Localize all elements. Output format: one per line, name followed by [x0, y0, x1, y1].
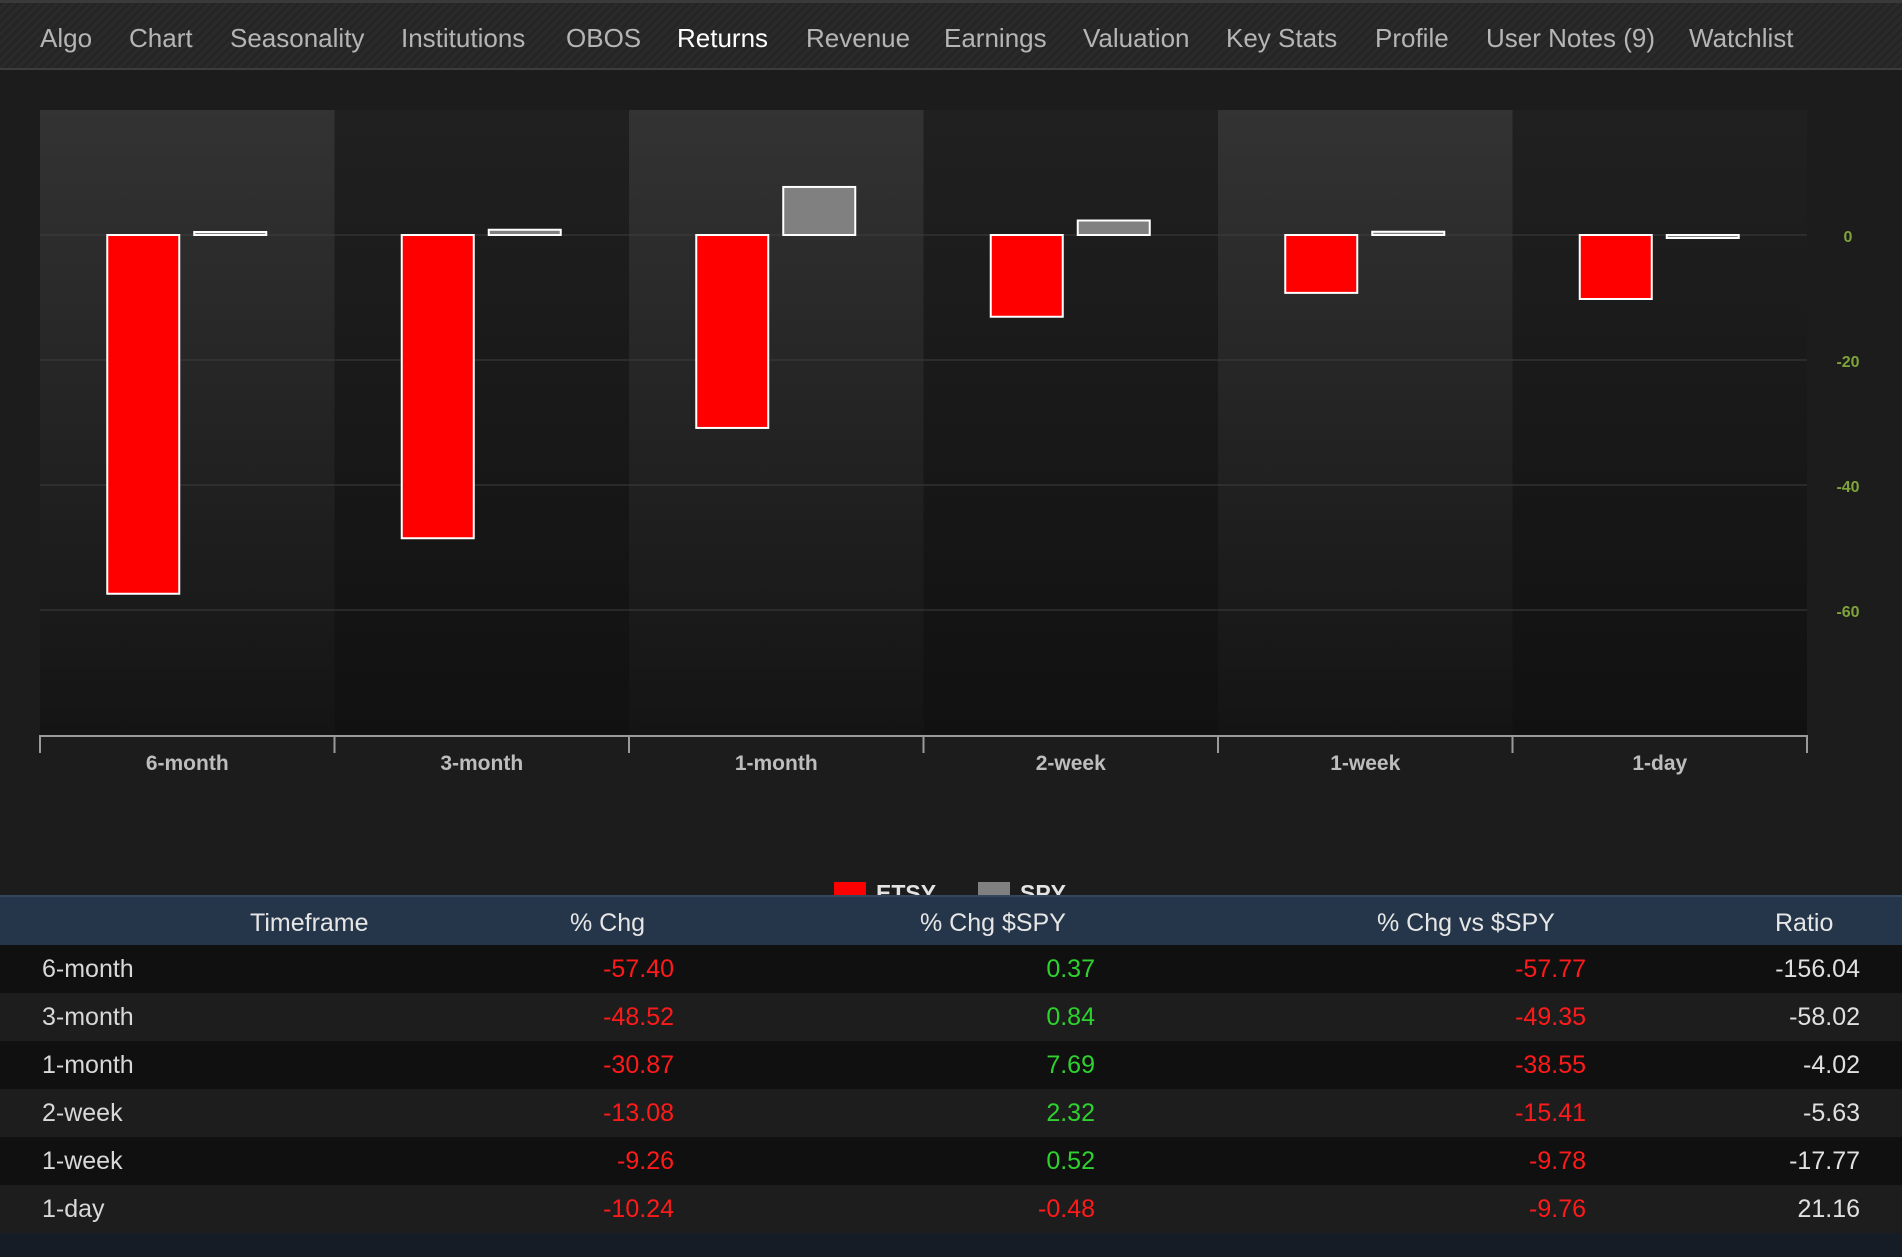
plot-band: [40, 110, 335, 735]
header-ratio[interactable]: Ratio: [1775, 909, 1834, 937]
cell-timeframe: 3-month: [42, 1003, 134, 1031]
bar-spy-1-month[interactable]: [782, 185, 857, 236]
cell-ratio: 21.16: [1797, 1195, 1860, 1223]
cell-chg-spy: -0.48: [1038, 1195, 1095, 1223]
cell-timeframe: 1-month: [42, 1051, 134, 1079]
cell-chg-vs-spy: -9.76: [1529, 1195, 1586, 1223]
cell-timeframe: 2-week: [42, 1099, 123, 1127]
cell-chg-spy: 0.84: [1046, 1003, 1095, 1031]
x-tick-label: 3-month: [440, 752, 523, 775]
nav-item-earnings[interactable]: Earnings: [944, 23, 1047, 53]
nav-item-valuation[interactable]: Valuation: [1083, 23, 1190, 53]
table-row[interactable]: 3-month -48.52 0.84 -49.35 -58.02: [0, 993, 1902, 1041]
header-timeframe[interactable]: Timeframe: [250, 909, 369, 937]
nav-item-watchlist[interactable]: Watchlist: [1689, 23, 1794, 53]
table-row[interactable]: 1-day -10.24 -0.48 -9.76 21.16: [0, 1185, 1902, 1233]
bar-etsy-6-month[interactable]: [106, 234, 181, 595]
x-tick-label: 6-month: [146, 752, 229, 775]
y-tick-label: 0: [1844, 229, 1853, 246]
nav-item-obos[interactable]: OBOS: [566, 23, 642, 53]
plot-band: [334, 110, 629, 735]
nav-item-revenue[interactable]: Revenue: [806, 23, 911, 53]
cell-chg: -10.24: [603, 1195, 674, 1223]
cell-chg: -13.08: [603, 1099, 674, 1127]
cell-chg-vs-spy: -57.77: [1515, 955, 1586, 983]
bar-spy-2-week[interactable]: [1076, 219, 1151, 236]
bar-etsy-1-week[interactable]: [1284, 234, 1359, 294]
bar-spy-1-week[interactable]: [1371, 230, 1446, 236]
cell-ratio: -4.02: [1803, 1051, 1860, 1079]
bar-spy-1-day[interactable]: [1665, 234, 1740, 239]
nav-item-key-stats[interactable]: Key Stats: [1226, 23, 1338, 53]
returns-table: Timeframe % Chg % Chg $SPY % Chg vs $SPY…: [0, 895, 1902, 1233]
cell-timeframe: 1-day: [42, 1195, 105, 1223]
header-chg-vs-spy[interactable]: % Chg vs $SPY: [1377, 909, 1555, 937]
cell-timeframe: 6-month: [42, 955, 134, 983]
y-tick-label: -40: [1836, 479, 1859, 496]
cell-chg-spy: 2.32: [1046, 1099, 1095, 1127]
table-header: Timeframe % Chg % Chg $SPY % Chg vs $SPY…: [0, 895, 1902, 945]
x-tick-label: 1-week: [1330, 752, 1400, 775]
cell-ratio: -156.04: [1775, 955, 1860, 983]
table-body: 6-month -57.40 0.37 -57.77 -156.04 3-month -48…: [0, 945, 1902, 1233]
bar-etsy-1-month[interactable]: [695, 234, 770, 429]
cell-ratio: -17.77: [1789, 1147, 1860, 1175]
top-nav: Algo Chart Seasonality Institutions OBOS…: [0, 0, 1902, 70]
x-tick-label: 2-week: [1036, 752, 1106, 775]
cell-chg-vs-spy: -15.41: [1515, 1099, 1586, 1127]
cell-timeframe: 1-week: [42, 1147, 123, 1175]
header-chg-spy[interactable]: % Chg $SPY: [920, 909, 1066, 937]
table-row[interactable]: 1-month -30.87 7.69 -38.55 -4.02: [0, 1041, 1902, 1089]
bar-spy-6-month[interactable]: [193, 231, 268, 236]
cell-ratio: -5.63: [1803, 1099, 1860, 1127]
bar-spy-3-month[interactable]: [487, 228, 562, 236]
nav-item-institutions[interactable]: Institutions: [401, 23, 526, 53]
cell-chg-vs-spy: -38.55: [1515, 1051, 1586, 1079]
bar-etsy-3-month[interactable]: [400, 234, 475, 540]
bar-etsy-1-day[interactable]: [1578, 234, 1653, 300]
cell-chg-vs-spy: -49.35: [1515, 1003, 1586, 1031]
cell-chg: -30.87: [603, 1051, 674, 1079]
cell-ratio: -58.02: [1789, 1003, 1860, 1031]
nav-item-profile[interactable]: Profile: [1375, 23, 1449, 53]
x-tick-label: 1-day: [1632, 752, 1687, 775]
table-row[interactable]: 6-month -57.40 0.37 -57.77 -156.04: [0, 945, 1902, 993]
x-tick-label: 1-month: [735, 752, 818, 775]
y-tick-label: -60: [1836, 604, 1859, 621]
bar-etsy-2-week[interactable]: [989, 234, 1064, 318]
table-row[interactable]: 1-week -9.26 0.52 -9.78 -17.77: [0, 1137, 1902, 1185]
plot-band: [1512, 110, 1807, 735]
nav-item-algo[interactable]: Algo: [40, 23, 93, 53]
nav-item-returns[interactable]: Returns: [677, 23, 769, 53]
cell-chg-spy: 0.37: [1046, 955, 1095, 983]
nav-item-chart[interactable]: Chart: [129, 23, 193, 53]
cell-chg: -48.52: [603, 1003, 674, 1031]
cell-chg: -9.26: [617, 1147, 674, 1175]
returns-chart: 0 -20 -40 -60 6-month 3-month 1-month 2-week 1-…: [0, 70, 1902, 906]
cell-chg-vs-spy: -9.78: [1529, 1147, 1586, 1175]
cell-chg-spy: 0.52: [1046, 1147, 1095, 1175]
plot-band: [1218, 110, 1513, 735]
cell-chg-spy: 7.69: [1046, 1051, 1095, 1079]
plot-band: [923, 110, 1218, 735]
footer-strip: [0, 1233, 1902, 1257]
header-chg[interactable]: % Chg: [570, 909, 646, 937]
plot-band: [629, 110, 924, 735]
table-row[interactable]: 2-week -13.08 2.32 -15.41 -5.63: [0, 1089, 1902, 1137]
y-tick-label: -20: [1836, 354, 1859, 371]
nav-item-seasonality[interactable]: Seasonality: [230, 23, 365, 53]
returns-bar-chart: 0 -20 -40 -60 6-month 3-month 1-month 2-week 1-…: [39, 110, 1860, 775]
nav-item-user-notes[interactable]: User Notes (9): [1486, 23, 1656, 53]
cell-chg: -57.40: [603, 955, 674, 983]
